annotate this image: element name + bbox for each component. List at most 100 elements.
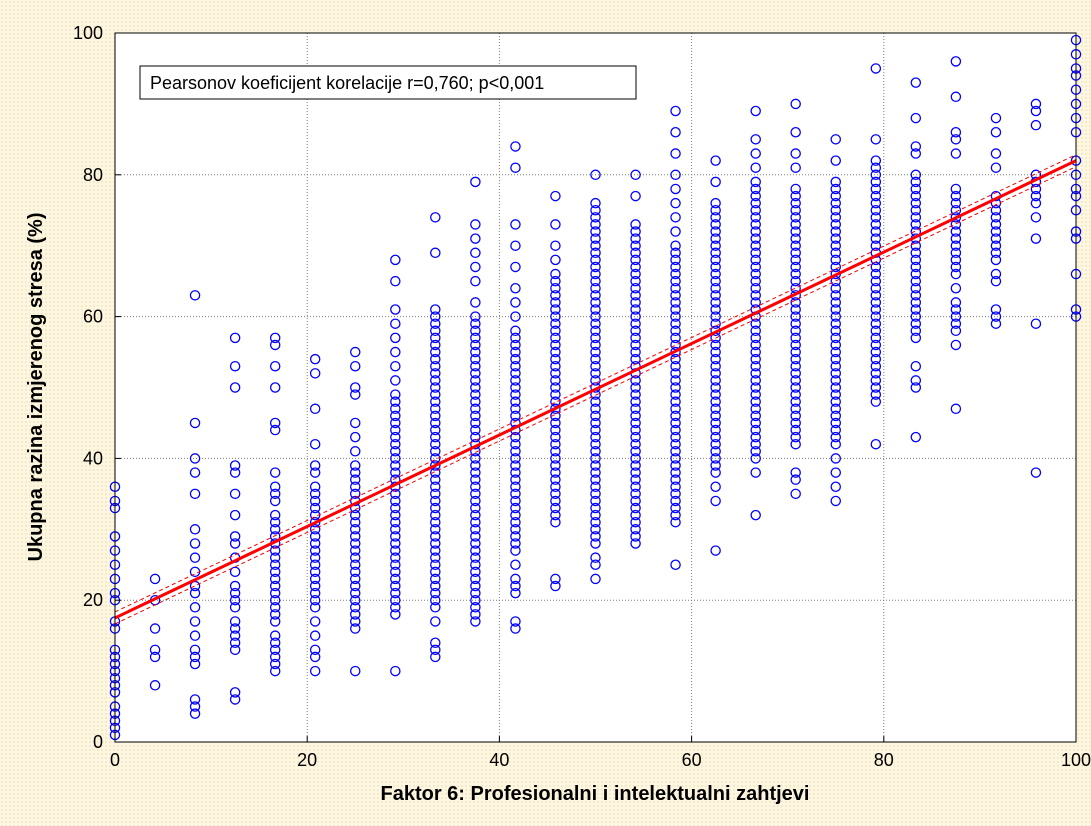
x-tick-label: 100 (1061, 750, 1091, 770)
data-point (470, 389, 481, 400)
data-point (430, 353, 441, 365)
data-point (470, 219, 481, 230)
data-point (349, 467, 361, 478)
data-point (830, 290, 842, 301)
data-point (790, 375, 801, 386)
data-point (470, 332, 481, 344)
data-point (470, 410, 481, 422)
data-point (710, 261, 721, 273)
data-point (550, 509, 561, 521)
data-point (550, 275, 561, 287)
data-point (950, 134, 962, 145)
data-point (269, 417, 281, 429)
data-point (950, 297, 962, 308)
data-point (510, 410, 521, 422)
data-point (910, 254, 922, 266)
data-point (430, 594, 441, 606)
data-point (750, 382, 761, 393)
data-point (710, 481, 721, 493)
data-point (630, 226, 641, 237)
data-point (950, 268, 962, 280)
data-point (990, 148, 1002, 159)
data-point (870, 332, 882, 344)
data-point (189, 630, 201, 641)
data-point (309, 488, 321, 500)
fit-line (114, 159, 1077, 620)
data-point (950, 233, 962, 244)
data-point (830, 353, 842, 365)
data-point (189, 453, 201, 464)
data-point (550, 580, 561, 592)
data-point (750, 346, 761, 358)
data-point (630, 460, 641, 471)
data-point (510, 346, 521, 358)
data-point (910, 268, 922, 280)
data-point (630, 410, 641, 422)
data-point (790, 268, 801, 280)
data-point (470, 311, 481, 322)
data-point (510, 325, 521, 337)
data-point (630, 396, 641, 407)
data-point (990, 162, 1002, 173)
data-point (590, 524, 601, 535)
data-point (229, 509, 241, 521)
annotation-text: Pearsonov koeficijent korelacije r=0,760… (150, 73, 544, 93)
data-point (750, 148, 761, 159)
y-tick-label: 100 (73, 23, 103, 43)
data-point (309, 651, 321, 663)
data-point (590, 268, 601, 280)
data-point (390, 502, 401, 514)
data-point (349, 623, 361, 634)
data-point (910, 332, 922, 344)
data-point (189, 587, 201, 599)
data-point (670, 417, 681, 429)
data-point (750, 261, 761, 273)
data-point (870, 375, 882, 386)
data-point (670, 453, 681, 464)
data-point (470, 339, 481, 351)
data-point (830, 183, 842, 195)
data-point (910, 311, 922, 322)
data-point (910, 212, 922, 223)
data-point (470, 382, 481, 393)
data-point (269, 339, 281, 351)
data-point (830, 346, 842, 358)
data-point (149, 573, 161, 585)
data-point (470, 467, 481, 478)
data-point (550, 297, 561, 308)
data-point (910, 112, 922, 124)
data-point (950, 91, 962, 103)
data-point (830, 382, 842, 393)
data-point (510, 616, 521, 627)
data-point (390, 410, 401, 422)
data-point (670, 481, 681, 493)
data-point (229, 594, 241, 606)
data-point (470, 375, 481, 386)
data-point (390, 552, 401, 563)
data-point (550, 318, 561, 329)
data-point (430, 587, 441, 599)
data-point (309, 573, 321, 585)
data-point (630, 516, 641, 528)
data-point (790, 488, 801, 500)
data-point (430, 495, 441, 507)
data-point (870, 176, 882, 188)
data-point (630, 453, 641, 464)
data-point (750, 453, 761, 464)
data-point (910, 325, 922, 337)
data-point (309, 531, 321, 542)
data-point (229, 332, 241, 344)
data-point (590, 538, 601, 549)
data-point (349, 587, 361, 599)
data-point (630, 290, 641, 301)
data-point (950, 261, 962, 273)
data-point (790, 254, 801, 266)
data-point (630, 417, 641, 429)
data-point (189, 417, 201, 429)
data-point (349, 474, 361, 485)
data-point (349, 616, 361, 627)
data-point (710, 360, 721, 372)
data-point (870, 219, 882, 230)
data-point (550, 438, 561, 450)
data-point (710, 155, 721, 166)
